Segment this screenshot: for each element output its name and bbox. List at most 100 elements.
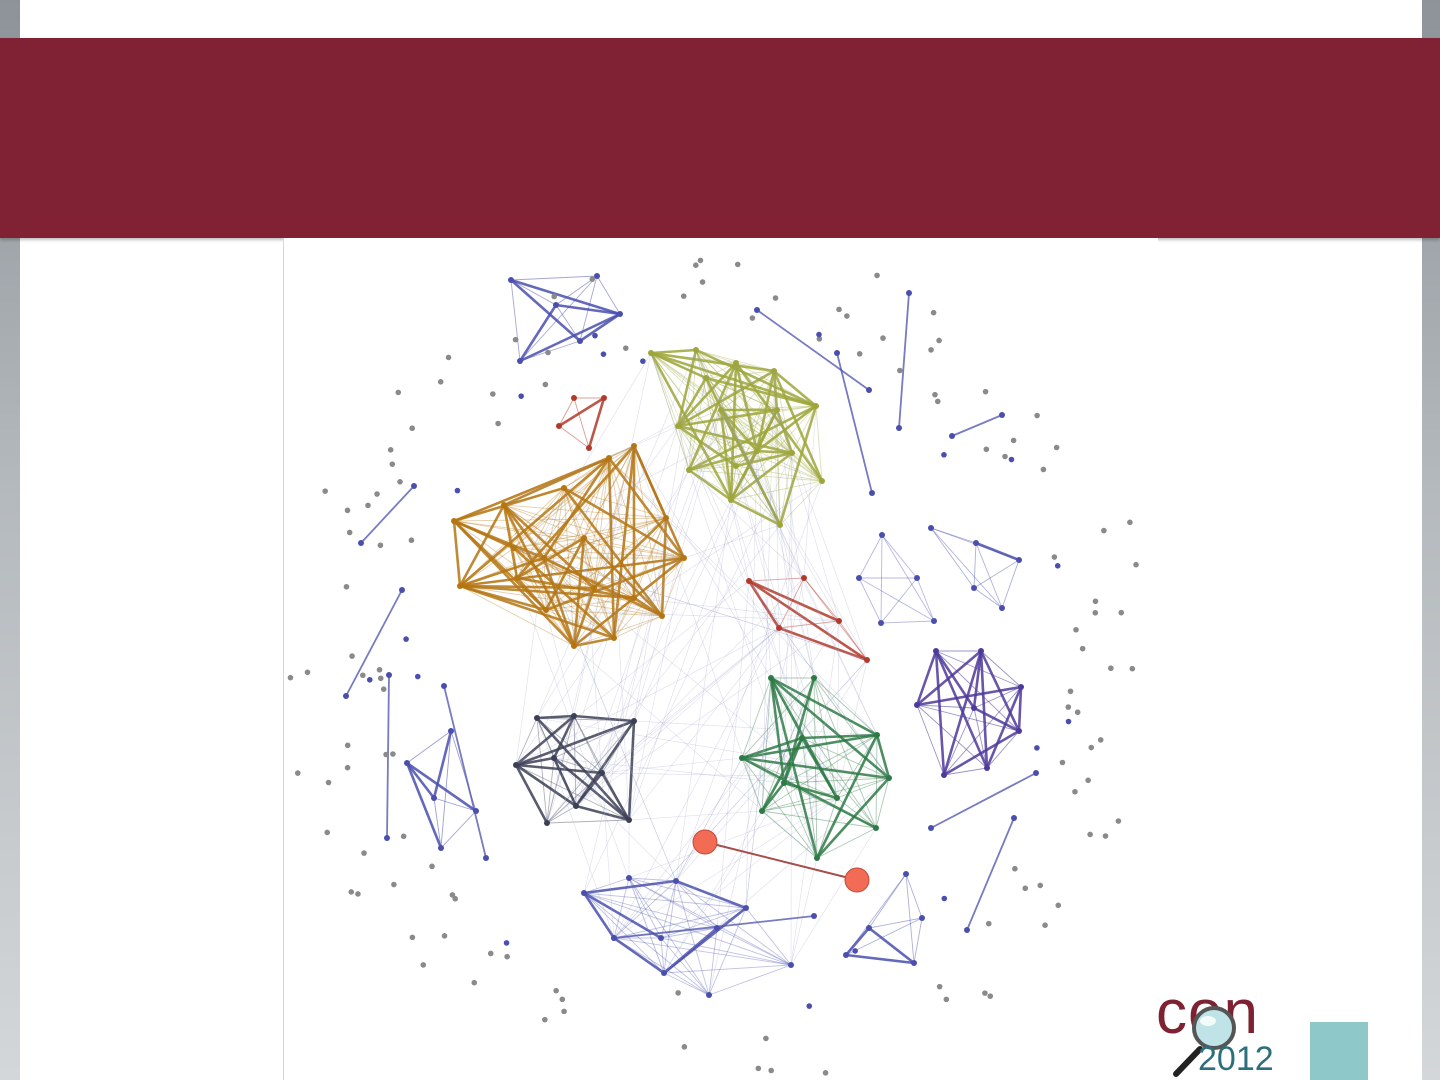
isolated-node [383, 752, 389, 758]
isolated-node [1093, 598, 1099, 604]
graph-node [663, 515, 669, 521]
isolated-node [852, 948, 858, 954]
graph-node [984, 765, 990, 771]
isolated-node [377, 667, 383, 673]
isolated-node [365, 503, 371, 509]
isolated-node [1098, 737, 1104, 743]
accent-square [1310, 1022, 1368, 1080]
graph-node [541, 555, 547, 561]
graph-node [441, 683, 447, 689]
graph-node [631, 718, 637, 724]
isolated-node [347, 530, 353, 536]
graph-edge [454, 521, 460, 586]
isolated-node [1012, 866, 1018, 872]
graph-node [811, 913, 817, 919]
graph-edge [676, 881, 791, 965]
isolated-node [1092, 610, 1098, 616]
isolated-node [944, 997, 950, 1003]
graph-node [914, 702, 920, 708]
graph-edge [546, 610, 574, 716]
graph-edge [602, 628, 779, 773]
isolated-node [288, 675, 294, 681]
isolated-node [675, 990, 681, 996]
isolated-node [983, 389, 989, 395]
isolated-node [1085, 778, 1091, 784]
graph-node [896, 425, 902, 431]
graph-node [611, 635, 617, 641]
isolated-node [345, 508, 351, 514]
graph-node [789, 450, 795, 456]
isolated-node [455, 488, 461, 494]
graph-node [513, 762, 519, 768]
graph-node [919, 915, 925, 921]
graph-node [1018, 684, 1024, 690]
graph-node [754, 448, 760, 454]
graph-edge [614, 628, 779, 938]
isolated-node [397, 479, 403, 485]
graph-edge [762, 783, 784, 811]
isolated-node [1041, 467, 1047, 473]
isolated-node [348, 889, 354, 895]
graph-node [771, 368, 777, 374]
isolated-node [1130, 666, 1136, 672]
isolated-node [1055, 563, 1061, 569]
graph-node [451, 518, 457, 524]
highlight-node [845, 868, 869, 892]
graph-edge [791, 828, 876, 965]
graph-node [673, 878, 679, 884]
graph-edge [559, 426, 589, 448]
graph-edge [602, 773, 889, 778]
graph-node [514, 575, 520, 581]
isolated-node [874, 273, 880, 279]
graph-edge [434, 798, 476, 811]
isolated-node [545, 350, 551, 356]
graph-node [781, 780, 787, 786]
isolated-node [504, 940, 510, 946]
graph-edge [859, 535, 882, 578]
graph-edge [556, 305, 620, 314]
graph-node [571, 395, 577, 401]
isolated-node [592, 333, 598, 339]
isolated-node [1042, 922, 1048, 928]
isolated-node [1127, 519, 1133, 525]
isolated-node [378, 676, 384, 682]
graph-edge [441, 811, 476, 848]
isolated-node [438, 379, 444, 385]
graph-node [501, 502, 507, 508]
isolated-node [513, 337, 519, 343]
graph-node [581, 535, 587, 541]
title-banner [0, 38, 1440, 238]
graph-edge [676, 758, 742, 881]
graph-edge [987, 731, 1019, 768]
graph-node [508, 277, 514, 283]
isolated-node [935, 399, 941, 405]
isolated-node [1133, 562, 1139, 568]
isolated-node [1073, 627, 1079, 633]
graph-edge [574, 398, 589, 448]
graph-node [483, 855, 489, 861]
graph-edge [634, 451, 757, 721]
isolated-node [880, 335, 886, 341]
graph-edge [634, 721, 877, 735]
isolated-node [391, 882, 397, 888]
graph-node [703, 375, 709, 381]
graph-node [714, 925, 720, 931]
graph-node [586, 445, 592, 451]
isolated-node [816, 332, 822, 338]
isolated-node [932, 392, 938, 398]
graph-node [903, 871, 909, 877]
graph-node [873, 825, 879, 831]
isolated-node [937, 984, 943, 990]
graph-node [906, 290, 912, 296]
graph-node [631, 595, 637, 601]
graph-node [819, 478, 825, 484]
isolated-node [381, 686, 387, 692]
graph-node [874, 732, 880, 738]
graph-node [856, 575, 862, 581]
graph-node [866, 387, 872, 393]
isolated-node [450, 892, 456, 898]
isolated-node [389, 461, 395, 467]
graph-edge [516, 628, 779, 765]
graph-node [517, 358, 523, 364]
graph-node [551, 755, 557, 761]
